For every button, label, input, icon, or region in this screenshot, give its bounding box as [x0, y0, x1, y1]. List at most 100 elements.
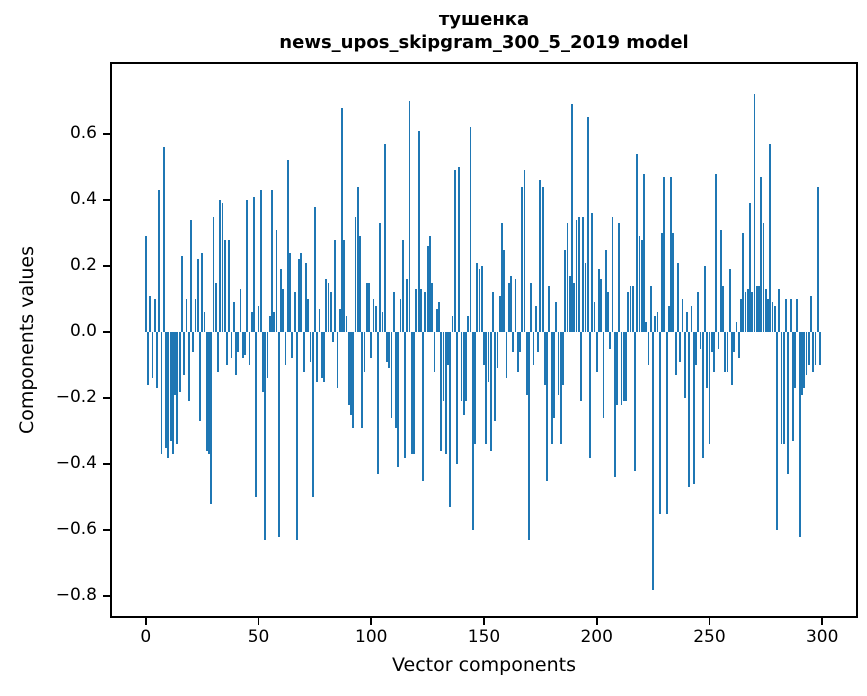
plot-area: 0 50 100 150 200 250 300 0.6 0.4 0.2 0.0 −0.2 −0.4 −0… [56, 62, 858, 647]
bar [408, 100, 411, 333]
bar [345, 315, 348, 333]
bar [803, 332, 806, 389]
bar [214, 282, 217, 333]
bar [158, 190, 161, 333]
bar [602, 332, 605, 418]
bar [636, 153, 639, 333]
bar [740, 299, 742, 333]
bar [325, 279, 328, 333]
bar [656, 312, 659, 333]
x-tick-label: 50 [247, 627, 270, 647]
bar [562, 332, 564, 385]
bar [404, 332, 406, 458]
y-tick-label: −0.2 [55, 387, 97, 408]
bar [552, 332, 555, 418]
bar [147, 332, 149, 385]
bar [647, 332, 650, 366]
bar [244, 332, 246, 356]
bar [300, 252, 303, 333]
bar [625, 332, 627, 402]
bar [431, 282, 434, 333]
bar [713, 332, 715, 372]
x-tick-label: 250 [693, 627, 726, 647]
bar [167, 332, 170, 458]
bar [501, 223, 503, 333]
bar [447, 332, 449, 366]
x-tick-mark [483, 618, 485, 625]
bar [819, 332, 821, 366]
bar [586, 117, 589, 333]
bar [791, 332, 794, 442]
chart-title-line1: тушенка [438, 9, 530, 30]
bar [794, 332, 797, 389]
bar [237, 332, 240, 352]
bar [178, 332, 181, 392]
bar [767, 299, 769, 333]
bar [144, 236, 147, 333]
bar [564, 249, 567, 333]
chart-title: тушенка news_upos_skipgram_300_5_2019 mo… [110, 8, 858, 54]
bar [273, 312, 276, 333]
bar [749, 203, 751, 333]
bar [717, 332, 720, 349]
bar [751, 292, 754, 333]
y-tick-mark [103, 331, 110, 333]
bar [232, 302, 235, 333]
bar [733, 332, 736, 352]
bar [706, 332, 709, 389]
bar [262, 332, 264, 392]
bar [293, 292, 296, 333]
bar [722, 285, 724, 333]
bar [460, 332, 463, 402]
chart-title-line2: news_upos_skipgram_300_5_2019 model [279, 32, 689, 53]
bar [595, 332, 598, 372]
bar [573, 282, 576, 333]
bar [505, 332, 508, 379]
bar [616, 332, 618, 405]
bar [708, 332, 711, 445]
x-tick-label: 150 [467, 627, 501, 647]
bar [401, 239, 404, 333]
bar [789, 299, 792, 333]
bar [277, 332, 280, 537]
bar [341, 107, 343, 333]
bar [456, 332, 458, 465]
bar [223, 239, 226, 333]
bar [370, 332, 373, 359]
bar [580, 332, 582, 402]
bar [600, 279, 603, 333]
bar [180, 256, 183, 333]
bar [395, 332, 397, 428]
bar [462, 332, 465, 415]
bar [582, 216, 585, 333]
bar [365, 282, 368, 333]
bar [286, 160, 289, 333]
bar [742, 233, 745, 333]
bar [458, 167, 461, 333]
bar [350, 332, 352, 415]
bar [710, 332, 713, 352]
bar [512, 332, 515, 352]
bar [695, 332, 697, 366]
bar [413, 332, 415, 455]
bar [377, 332, 379, 475]
bar [336, 332, 339, 389]
bar [383, 143, 386, 333]
bar [796, 299, 799, 333]
bar [205, 332, 208, 451]
bar [399, 299, 402, 333]
bar [571, 104, 573, 333]
bar [519, 332, 521, 352]
bar [174, 332, 177, 395]
bar [683, 332, 686, 399]
bar [228, 239, 231, 333]
bar [194, 299, 197, 333]
bar [187, 332, 190, 402]
bar [298, 259, 301, 333]
bar [816, 186, 819, 333]
bar [494, 332, 497, 422]
bar [634, 332, 636, 471]
bar [192, 332, 195, 352]
bar [604, 249, 607, 333]
bar [719, 229, 722, 333]
